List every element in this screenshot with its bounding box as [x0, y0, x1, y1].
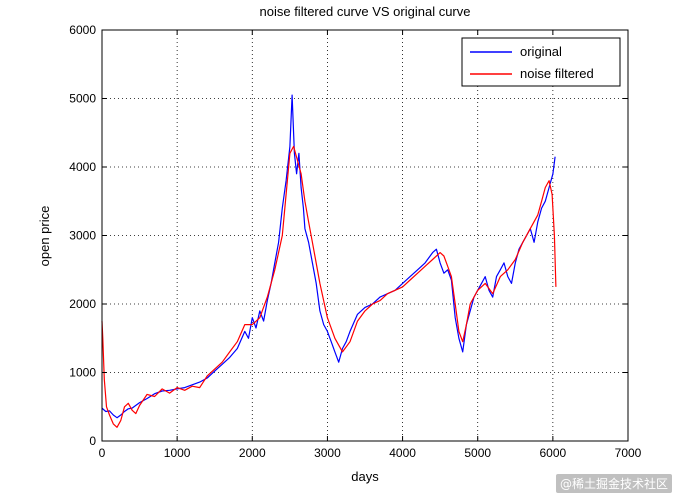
ticks: 0 1000 2000 3000 4000 5000 6000 7000 0 1000 2000 30…	[69, 23, 641, 460]
series-line-original	[101, 94, 556, 419]
x-tick-label: 5000	[464, 446, 491, 460]
y-tick-label: 4000	[69, 160, 96, 174]
watermark: @稀土掘金技术社区	[555, 474, 672, 493]
series-line-noise-filtered	[101, 145, 557, 428]
legend-label: original	[520, 44, 562, 59]
x-tick-label: 2000	[239, 446, 266, 460]
y-tick-label: 2000	[69, 297, 96, 311]
x-tick-label: 3000	[314, 446, 341, 460]
series-layer	[101, 94, 557, 428]
y-tick-label: 1000	[69, 366, 96, 380]
legend-label: noise filtered	[520, 66, 594, 81]
legend: original noise filtered	[461, 37, 621, 87]
grid	[102, 30, 628, 441]
y-tick-label: 3000	[69, 229, 96, 243]
plot-area	[102, 30, 628, 441]
y-tick-label: 5000	[69, 92, 96, 106]
x-tick-label: 0	[99, 446, 106, 460]
x-axis-label: days	[351, 469, 379, 484]
x-tick-label: 1000	[164, 446, 191, 460]
x-tick-label: 4000	[389, 446, 416, 460]
y-tick-label: 0	[89, 434, 96, 448]
x-tick-label: 6000	[540, 446, 567, 460]
x-tick-label: 7000	[615, 446, 642, 460]
legend-box	[461, 37, 621, 87]
chart-title: noise filtered curve VS original curve	[260, 4, 471, 19]
y-tick-label: 6000	[69, 23, 96, 37]
y-axis-label: open price	[37, 206, 52, 267]
